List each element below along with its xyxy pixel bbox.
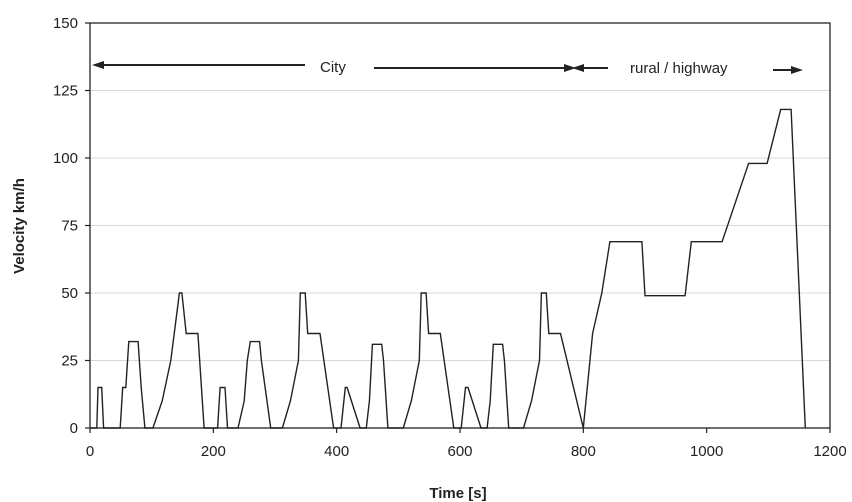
rural-highway-range-arrow	[572, 64, 803, 74]
city-label: City	[320, 59, 346, 76]
horizontal-gridlines	[90, 90, 830, 361]
y-tick-label: 50	[61, 285, 78, 302]
x-tick-label: 800	[571, 443, 596, 460]
x-tick-label: 1000	[690, 443, 723, 460]
y-tick-label: 100	[53, 150, 78, 167]
x-tick-label: 400	[324, 443, 349, 460]
y-axis-ticks: 0 25 50 75 100 125 150	[53, 15, 90, 437]
y-tick-label: 0	[70, 420, 78, 437]
y-tick-label: 25	[61, 353, 78, 370]
x-axis-ticks: 0 200 400 600 800 1000 1200	[86, 428, 847, 460]
rural-highway-label: rural / highway	[630, 60, 728, 77]
y-tick-label: 150	[53, 15, 78, 32]
y-axis-title: Velocity km/h	[11, 178, 28, 274]
city-range-arrow	[92, 61, 576, 72]
x-tick-label: 0	[86, 443, 94, 460]
y-tick-label: 75	[61, 218, 78, 235]
x-axis-title: Time [s]	[429, 485, 486, 502]
velocity-series-line	[90, 108, 806, 429]
x-tick-label: 600	[447, 443, 472, 460]
x-tick-label: 1200	[813, 443, 846, 460]
y-tick-label: 125	[53, 83, 78, 100]
x-tick-label: 200	[201, 443, 226, 460]
